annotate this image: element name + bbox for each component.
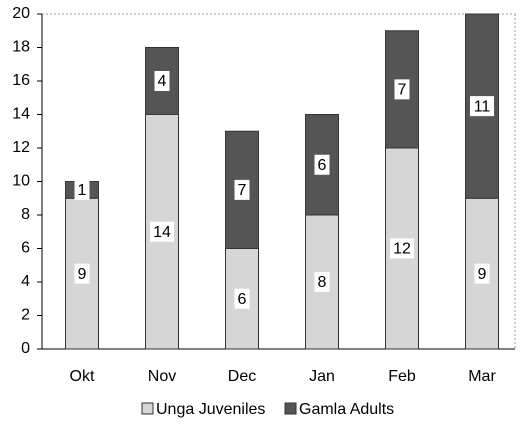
- data-label-box: [390, 238, 414, 259]
- data-label-box: [470, 96, 494, 117]
- data-label-box: [74, 179, 90, 200]
- data-label-box: [314, 154, 330, 175]
- data-label-box: [474, 263, 490, 284]
- legend-swatch: [284, 402, 297, 415]
- y-tick-label: 2: [21, 307, 30, 324]
- data-label: 9: [478, 266, 487, 283]
- x-tick-label: Nov: [148, 368, 176, 385]
- data-label-box: [74, 263, 90, 284]
- data-label: 14: [153, 224, 171, 241]
- data-label-box: [234, 288, 250, 309]
- y-tick-label: 14: [12, 106, 30, 123]
- x-tick-label: Okt: [70, 368, 95, 385]
- legend-label: Gamla Adults: [299, 401, 394, 418]
- y-tick-label: 20: [12, 5, 30, 22]
- data-label: 7: [238, 182, 247, 199]
- data-label: 7: [398, 82, 407, 99]
- data-label: 12: [393, 241, 411, 258]
- y-tick-label: 4: [21, 273, 30, 290]
- x-tick-label: Jan: [309, 368, 335, 385]
- x-tick-label: Mar: [468, 368, 496, 385]
- y-tick-label: 6: [21, 240, 30, 257]
- bar-segment: [385, 30, 419, 149]
- data-label: 4: [158, 73, 167, 90]
- data-label: 1: [78, 182, 87, 199]
- data-label: 8: [318, 274, 327, 291]
- data-label: 11: [474, 98, 491, 115]
- data-label-box: [150, 221, 174, 242]
- y-tick-label: 12: [12, 139, 30, 156]
- data-label-box: [154, 71, 170, 91]
- x-tick-label: Dec: [228, 368, 256, 385]
- x-tick-label: Feb: [388, 368, 416, 385]
- data-label: 6: [318, 157, 327, 174]
- y-tick-label: 10: [12, 173, 30, 190]
- y-tick-label: 0: [21, 340, 30, 357]
- y-tick-label: 16: [12, 72, 30, 89]
- data-label-box: [394, 79, 410, 100]
- data-label-box: [234, 179, 250, 200]
- data-label: 6: [238, 291, 247, 308]
- data-label-box: [314, 272, 330, 292]
- y-tick-label: 8: [21, 206, 30, 223]
- y-tick-label: 18: [12, 39, 30, 56]
- legend-swatch: [141, 402, 154, 415]
- data-label: 9: [78, 266, 87, 283]
- legend-label: Unga Juveniles: [156, 401, 265, 418]
